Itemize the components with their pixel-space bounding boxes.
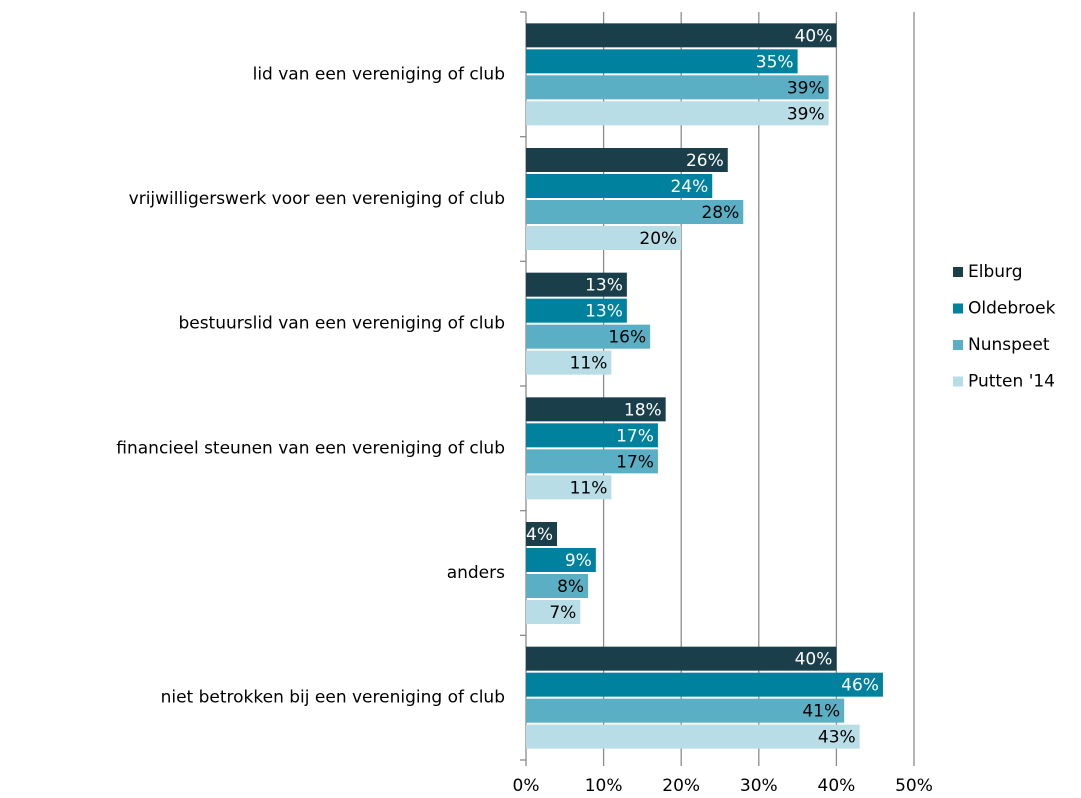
- bar: [526, 600, 581, 624]
- category-label: lid van een vereniging of club: [253, 64, 505, 84]
- data-label: 43%: [818, 728, 856, 748]
- legend-swatch: [953, 376, 963, 387]
- bar: [526, 350, 612, 375]
- bar: [526, 646, 837, 671]
- data-label: 28%: [701, 203, 739, 223]
- data-label: 11%: [570, 354, 608, 374]
- bar: [526, 101, 829, 126]
- data-label: 8%: [557, 577, 584, 597]
- x-tick-label: 30%: [740, 776, 778, 796]
- data-label: 39%: [787, 78, 825, 98]
- bar: [526, 49, 798, 74]
- category-label: financieel steunen van een vereniging of…: [116, 438, 505, 458]
- category-label: niet betrokken bij een vereniging of clu…: [161, 688, 505, 708]
- bar: [526, 423, 658, 448]
- data-label: 17%: [616, 452, 654, 472]
- data-label: 16%: [608, 328, 646, 348]
- bar: [526, 226, 682, 250]
- data-label: 26%: [686, 151, 724, 171]
- bar: [526, 449, 658, 474]
- data-label: 24%: [670, 177, 708, 197]
- data-label: 17%: [616, 426, 654, 446]
- legend-label: Elburg: [968, 262, 1023, 282]
- x-tick-label: 0%: [513, 776, 540, 796]
- bar: [526, 272, 627, 297]
- data-label: 4%: [526, 525, 553, 545]
- legend-label: Putten '14: [968, 372, 1055, 392]
- bar: [526, 522, 558, 546]
- category-label: bestuurslid van een vereniging of club: [178, 314, 505, 334]
- legend-label: Nunspeet: [968, 335, 1050, 355]
- data-label: 35%: [756, 52, 794, 72]
- bar: [526, 475, 612, 500]
- legend-label: Oldebroek: [968, 299, 1056, 319]
- bar: [526, 174, 713, 198]
- data-label: 7%: [549, 603, 576, 623]
- bar: [526, 324, 651, 349]
- bar: [526, 148, 728, 172]
- data-label: 13%: [585, 276, 623, 296]
- data-label: 41%: [802, 702, 840, 722]
- x-tick-label: 40%: [818, 776, 856, 796]
- bar: [526, 23, 837, 48]
- data-label: 13%: [585, 302, 623, 322]
- data-label: 20%: [639, 229, 677, 249]
- data-label: 9%: [565, 551, 592, 571]
- x-tick-label: 50%: [895, 776, 933, 796]
- category-label: vrijwilligerswerk voor een vereniging of…: [129, 189, 505, 209]
- data-label: 11%: [570, 478, 608, 498]
- bar: [526, 574, 589, 598]
- bar: [526, 548, 596, 572]
- data-label: 46%: [841, 676, 879, 696]
- bar: [526, 397, 666, 422]
- bar: [526, 672, 883, 697]
- x-tick-label: 20%: [662, 776, 700, 796]
- category-label: anders: [447, 563, 505, 583]
- data-label: 18%: [624, 400, 662, 420]
- bar: [526, 298, 627, 323]
- bar: [526, 698, 845, 723]
- bar: [526, 75, 829, 100]
- bar: [526, 200, 744, 224]
- bar: [526, 724, 860, 749]
- data-label: 40%: [795, 26, 833, 46]
- data-label: 39%: [787, 104, 825, 124]
- legend-swatch: [953, 303, 963, 314]
- x-tick-label: 10%: [585, 776, 623, 796]
- data-label: 40%: [795, 650, 833, 670]
- legend-swatch: [953, 340, 963, 350]
- legend-swatch: [953, 267, 963, 277]
